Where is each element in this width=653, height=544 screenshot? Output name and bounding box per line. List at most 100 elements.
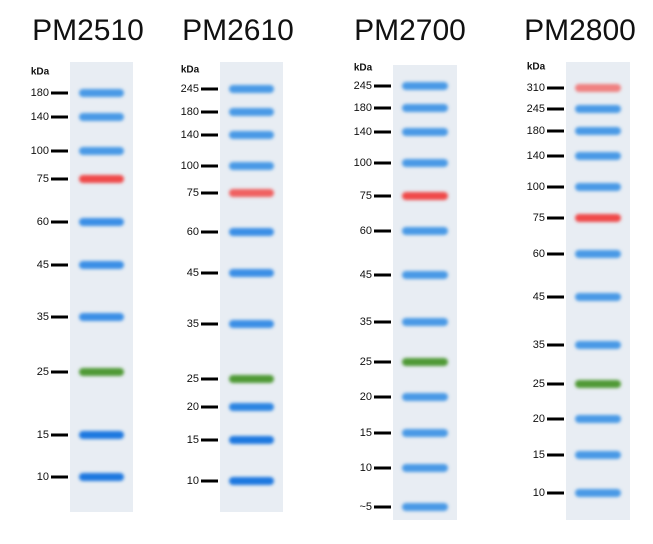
band-label: 35 — [187, 318, 199, 330]
band-label: 140 — [31, 111, 49, 123]
band — [229, 403, 274, 411]
band-label: 60 — [533, 248, 545, 260]
band-label: 45 — [187, 267, 199, 279]
band — [229, 228, 274, 236]
band-label: 25 — [533, 378, 545, 390]
lane — [566, 62, 630, 520]
band-label: 245 — [354, 80, 372, 92]
band — [79, 218, 124, 226]
band — [229, 108, 274, 116]
band — [79, 175, 124, 183]
band — [79, 431, 124, 439]
band — [402, 271, 448, 279]
band — [229, 131, 274, 139]
band — [402, 192, 448, 200]
band-label: 75 — [37, 173, 49, 185]
band — [229, 436, 274, 444]
band-label: 140 — [181, 129, 199, 141]
ladder-title: PM2700 — [354, 14, 466, 47]
band — [575, 380, 621, 388]
band — [575, 214, 621, 222]
band — [229, 375, 274, 383]
band — [402, 318, 448, 326]
band-label: 20 — [360, 391, 372, 403]
band-label: 245 — [181, 83, 199, 95]
band-label: 45 — [37, 259, 49, 271]
band-label: 140 — [527, 150, 545, 162]
ladder-title: PM2800 — [524, 14, 636, 47]
band — [575, 341, 621, 349]
band — [402, 393, 448, 401]
band — [402, 429, 448, 437]
band-label: 140 — [354, 126, 372, 138]
band-label: 20 — [533, 413, 545, 425]
lane — [393, 65, 457, 520]
band-label: 25 — [37, 366, 49, 378]
band-label: 60 — [37, 216, 49, 228]
band — [402, 464, 448, 472]
band-label: 35 — [360, 316, 372, 328]
band-label: 35 — [533, 339, 545, 351]
band — [229, 269, 274, 277]
band-label: 180 — [31, 87, 49, 99]
band-label: 25 — [360, 356, 372, 368]
band-label: 10 — [360, 462, 372, 474]
band-label: 25 — [187, 373, 199, 385]
band-label: 180 — [354, 102, 372, 114]
ladder-title: PM2510 — [32, 14, 144, 47]
band — [575, 84, 621, 92]
band-label: 10 — [37, 471, 49, 483]
band — [229, 162, 274, 170]
band-label: 60 — [360, 225, 372, 237]
ladder-title: PM2610 — [182, 14, 294, 47]
band-label: 15 — [533, 449, 545, 461]
band — [402, 358, 448, 366]
band — [79, 368, 124, 376]
band — [229, 320, 274, 328]
lane — [220, 62, 283, 512]
band-label: 35 — [37, 311, 49, 323]
band — [575, 183, 621, 191]
band-label: 10 — [533, 487, 545, 499]
unit-label: kDa — [31, 67, 50, 78]
band-label: 15 — [187, 434, 199, 446]
band — [575, 250, 621, 258]
band-label: 15 — [37, 429, 49, 441]
band — [575, 127, 621, 135]
band — [402, 227, 448, 235]
band-label: 45 — [360, 269, 372, 281]
unit-label: kDa — [354, 63, 373, 74]
band-label: 75 — [187, 187, 199, 199]
band-label: ~5 — [359, 501, 372, 513]
band-label: 100 — [31, 145, 49, 157]
band — [402, 503, 448, 511]
band — [575, 105, 621, 113]
band — [79, 89, 124, 97]
band-label: 180 — [527, 125, 545, 137]
band — [79, 113, 124, 121]
band — [229, 85, 274, 93]
band-label: 100 — [354, 157, 372, 169]
band-label: 100 — [527, 181, 545, 193]
band-label: 10 — [187, 475, 199, 487]
band — [402, 128, 448, 136]
band-label: 75 — [533, 212, 545, 224]
band — [575, 489, 621, 497]
band — [402, 159, 448, 167]
band-label: 180 — [181, 106, 199, 118]
band — [402, 82, 448, 90]
lane — [70, 62, 133, 512]
band — [575, 293, 621, 301]
band-label: 75 — [360, 190, 372, 202]
band-label: 20 — [187, 401, 199, 413]
band — [575, 415, 621, 423]
unit-label: kDa — [181, 65, 200, 76]
band — [575, 451, 621, 459]
band — [79, 313, 124, 321]
band-label: 45 — [533, 291, 545, 303]
band — [575, 152, 621, 160]
band — [229, 477, 274, 485]
band — [229, 189, 274, 197]
band-label: 60 — [187, 226, 199, 238]
